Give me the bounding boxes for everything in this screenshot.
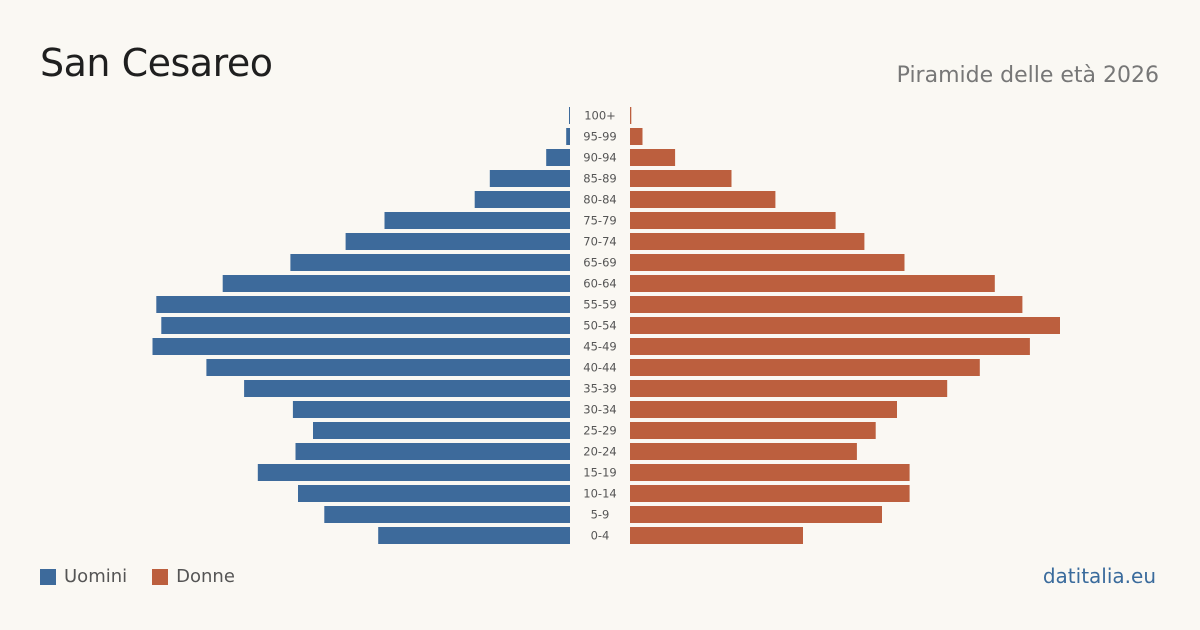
age-label-80-84: 80-84 [583,193,616,207]
bar-women-30-34 [630,401,897,418]
age-label-65-69: 65-69 [583,256,616,270]
bar-women-80-84 [630,191,776,208]
bar-men-25-29 [313,422,570,439]
age-label-50-54: 50-54 [583,319,616,333]
age-label-15-19: 15-19 [583,466,616,480]
chart-subtitle: Piramide delle età 2026 [896,63,1159,88]
bar-men-15-19 [257,464,570,481]
bar-men-75-79 [384,212,570,229]
bar-men-20-24 [295,443,570,460]
legend-label-women: Donne [176,566,235,587]
age-label-35-39: 35-39 [583,382,616,396]
brand-link[interactable]: datitalia.eu [1042,564,1156,588]
bar-women-50-54 [630,317,1060,334]
bar-women-95-99 [630,128,643,145]
bar-women-0-4 [630,527,803,544]
bar-women-90-94 [630,149,676,166]
bar-women-10-14 [630,485,910,502]
bar-women-60-64 [630,275,995,292]
age-label-10-14: 10-14 [583,487,616,501]
bar-women-35-39 [630,380,948,397]
bar-women-5-9 [630,506,882,523]
bar-women-70-74 [630,233,865,250]
age-label-0-4: 0-4 [591,529,610,543]
age-label-60-64: 60-64 [583,277,616,291]
age-label-40-44: 40-44 [583,361,616,375]
legend: Uomini Donne [40,566,260,587]
bar-men-5-9 [324,506,570,523]
bar-men-60-64 [222,275,570,292]
age-label-100+: 100+ [584,109,616,123]
bar-men-0-4 [378,527,570,544]
bar-women-25-29 [630,422,876,439]
bar-men-10-14 [298,485,570,502]
bar-women-15-19 [630,464,910,481]
legend-item-women: Donne [152,566,235,587]
legend-swatch-men [40,568,56,585]
age-label-5-9: 5-9 [591,508,610,522]
bar-women-55-59 [630,296,1023,313]
bar-men-40-44 [206,359,570,376]
legend-swatch-women [152,568,169,585]
bar-men-80-84 [474,191,570,208]
bar-women-40-44 [630,359,980,376]
legend-label-men: Uomini [64,566,128,587]
age-label-55-59: 55-59 [583,298,616,312]
chart-title: San Cesareo [40,41,273,85]
age-label-25-29: 25-29 [583,424,616,438]
bar-men-55-59 [156,296,571,313]
age-label-30-34: 30-34 [583,403,616,417]
bar-men-85-89 [489,170,570,187]
bar-women-100+ [630,107,632,124]
age-label-75-79: 75-79 [583,214,616,228]
bar-men-45-49 [152,338,570,355]
bar-men-50-54 [161,317,571,334]
age-label-20-24: 20-24 [583,445,616,459]
bar-men-90-94 [546,149,570,166]
bar-women-45-49 [630,338,1030,355]
age-label-70-74: 70-74 [583,235,616,249]
bar-men-30-34 [292,401,570,418]
age-label-90-94: 90-94 [583,151,616,165]
bar-men-35-39 [244,380,570,397]
bar-men-95-99 [566,128,570,145]
legend-item-men: Uomini [40,566,127,587]
age-label-85-89: 85-89 [583,172,616,186]
bar-women-85-89 [630,170,732,187]
bar-men-70-74 [345,233,570,250]
bar-women-75-79 [630,212,836,229]
bar-women-65-69 [630,254,905,271]
age-label-95-99: 95-99 [583,130,616,144]
bar-men-65-69 [290,254,570,271]
age-label-45-49: 45-49 [583,340,616,354]
bar-men-100+ [569,107,570,124]
bar-women-20-24 [630,443,857,460]
